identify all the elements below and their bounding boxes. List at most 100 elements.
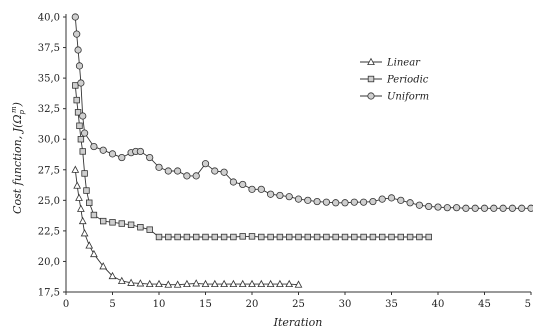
data-point-linear	[229, 279, 238, 288]
data-point-uniform	[99, 146, 107, 154]
data-point-periodic	[378, 233, 386, 241]
data-point-uniform	[322, 198, 330, 206]
data-point-periodic	[267, 233, 274, 241]
data-point-linear	[77, 204, 85, 212]
data-point-periodic	[72, 82, 79, 89]
data-point-uniform	[415, 201, 423, 209]
data-point-periodic	[369, 233, 377, 241]
data-point-uniform	[527, 204, 533, 212]
data-point-uniform	[508, 204, 517, 212]
y-axis-title-sub: p	[18, 109, 26, 114]
y-axis-title-main: Cost function, J(Ω	[11, 114, 24, 213]
data-point-linear	[117, 276, 126, 285]
data-point-periodic	[183, 233, 191, 241]
data-point-periodic	[100, 217, 107, 225]
data-point-periodic	[74, 109, 82, 116]
data-point-periodic	[165, 233, 172, 241]
legend-item-periodic: Periodic	[360, 75, 429, 86]
data-point-linear	[248, 279, 256, 288]
data-point-linear	[73, 181, 82, 189]
data-point-periodic	[220, 233, 228, 241]
data-point-uniform	[90, 142, 98, 151]
data-point-periodic	[341, 233, 349, 241]
data-point-periodic	[155, 233, 163, 241]
data-point-periodic	[83, 187, 90, 194]
data-point-uniform	[118, 153, 126, 162]
data-point-periodic	[202, 233, 209, 241]
data-point-uniform	[71, 13, 79, 21]
data-point-uniform	[518, 204, 526, 212]
x-tick-label: 30	[339, 299, 352, 310]
data-point-uniform	[257, 185, 265, 193]
data-point-uniform	[79, 112, 87, 120]
legend-item-linear: Linear	[360, 58, 421, 69]
data-point-linear	[127, 278, 135, 286]
data-point-uniform	[387, 194, 396, 202]
data-point-periodic	[109, 219, 116, 226]
data-point-linear	[85, 241, 94, 249]
data-point-uniform	[350, 198, 358, 206]
y-tick-label: 17,5	[38, 288, 60, 299]
data-point-periodic	[425, 233, 432, 241]
legend-item-uniform: Uniform	[360, 92, 429, 103]
data-point-linear	[145, 279, 154, 288]
y-axis-title-close: )	[11, 102, 24, 107]
y-tick-label: 35,0	[38, 74, 60, 85]
x-axis-title: Iteration	[273, 316, 323, 329]
data-point-uniform	[304, 196, 312, 204]
data-point-linear	[155, 279, 163, 288]
data-point-uniform	[285, 193, 293, 201]
data-point-linear	[90, 249, 98, 258]
y-ticks: 40,0 37,5 35,0 32,5 30,0 27,5 25,0 22,5 20,0 17,5	[38, 13, 66, 299]
data-point-periodic	[285, 233, 293, 241]
data-point-linear	[183, 279, 191, 288]
series-line-linear	[74, 169, 299, 286]
y-tick-label: 32,5	[38, 104, 60, 115]
y-tick-label: 27,5	[38, 165, 60, 176]
data-point-periodic	[73, 96, 80, 104]
data-point-periodic	[81, 170, 88, 177]
data-point-periodic	[127, 221, 135, 228]
data-point-periodic	[211, 233, 218, 241]
data-point-uniform	[155, 163, 163, 171]
data-point-linear	[108, 271, 117, 280]
data-point-linear	[266, 279, 275, 288]
data-point-linear	[78, 216, 87, 225]
data-point-uniform	[77, 79, 85, 87]
data-point-periodic	[239, 233, 246, 240]
data-point-linear	[285, 279, 294, 288]
data-point-periodic	[248, 233, 256, 240]
data-point-uniform	[220, 168, 228, 176]
data-point-periodic	[230, 233, 237, 241]
y-tick-label: 22,5	[38, 226, 60, 237]
series-line-uniform	[74, 16, 531, 209]
data-point-periodic	[79, 148, 86, 155]
data-point-uniform	[248, 185, 256, 193]
data-point-periodic	[77, 136, 85, 143]
data-point-uniform	[276, 191, 284, 200]
data-point-uniform	[425, 202, 433, 211]
x-tick-label: 45	[478, 299, 491, 310]
series-uniform	[71, 13, 533, 212]
x-tick-label: 15	[199, 299, 212, 310]
data-point-periodic	[86, 199, 93, 206]
data-point-periodic	[258, 233, 265, 241]
data-point-uniform	[74, 46, 82, 54]
series-line-periodic	[74, 85, 429, 238]
legend-label: Uniform	[387, 92, 429, 103]
data-point-linear	[136, 279, 145, 287]
data-point-periodic	[304, 233, 311, 241]
data-point-uniform	[266, 190, 275, 198]
data-point-linear	[71, 165, 80, 173]
legend-label: Linear	[386, 58, 421, 69]
data-point-periodic	[295, 233, 302, 241]
data-point-linear	[220, 279, 228, 288]
data-point-uniform	[229, 178, 237, 186]
x-tick-label: 0	[63, 299, 69, 310]
data-point-linear	[164, 280, 173, 288]
data-point-uniform	[397, 196, 405, 204]
data-point-uniform	[294, 195, 303, 203]
data-point-periodic	[76, 122, 83, 129]
data-point-uniform	[75, 62, 84, 70]
data-point-linear	[276, 279, 284, 288]
